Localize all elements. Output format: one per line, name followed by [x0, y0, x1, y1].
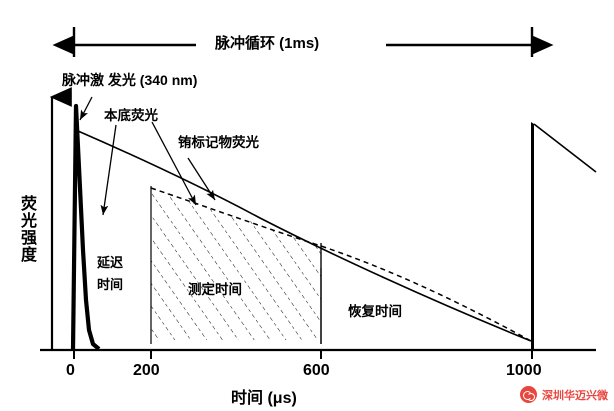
- excitation-label: 脉冲激 发光 (340 nm): [62, 72, 198, 88]
- measure-time-label: 测定时间: [188, 282, 242, 297]
- pulse-cycle-span: [52, 27, 554, 58]
- x-tick-600: 600: [303, 362, 330, 379]
- circle-logo-icon: [520, 386, 537, 403]
- delay-time-label-line2: 时间: [97, 277, 124, 292]
- excitation-pulse-1: [70, 103, 101, 351]
- watermark-text: 深圳华迈兴微: [542, 389, 608, 402]
- leader-lines: [79, 96, 216, 216]
- background-label: 本底荧光: [104, 108, 158, 123]
- x-axis-label: 时间 (μs): [231, 390, 297, 407]
- excitation-pulse-2-tail: [533, 123, 597, 173]
- measure-region-hatch: [151, 188, 321, 340]
- excitation-pulse-2: [531, 122, 534, 350]
- delay-time-label-line1: 延迟: [97, 255, 124, 270]
- y-axis-label: 荧光强度: [18, 195, 35, 263]
- background-fluorescence-curve: [77, 130, 532, 342]
- tracer-label: 铕标记物荧光: [178, 135, 259, 150]
- recovery-time-label: 恢复时间: [348, 304, 402, 319]
- pulse-cycle-label: 脉冲循环 (1ms): [215, 35, 320, 52]
- x-tick-marks: [73, 350, 533, 359]
- axes: [40, 87, 596, 352]
- x-tick-1000: 1000: [506, 362, 542, 379]
- tracer-fluorescence-curve: [150, 187, 532, 342]
- x-tick-200: 200: [133, 362, 160, 379]
- x-tick-0: 0: [66, 362, 75, 379]
- watermark: 深圳华迈兴微: [520, 386, 608, 403]
- region-boundaries: [150, 186, 322, 344]
